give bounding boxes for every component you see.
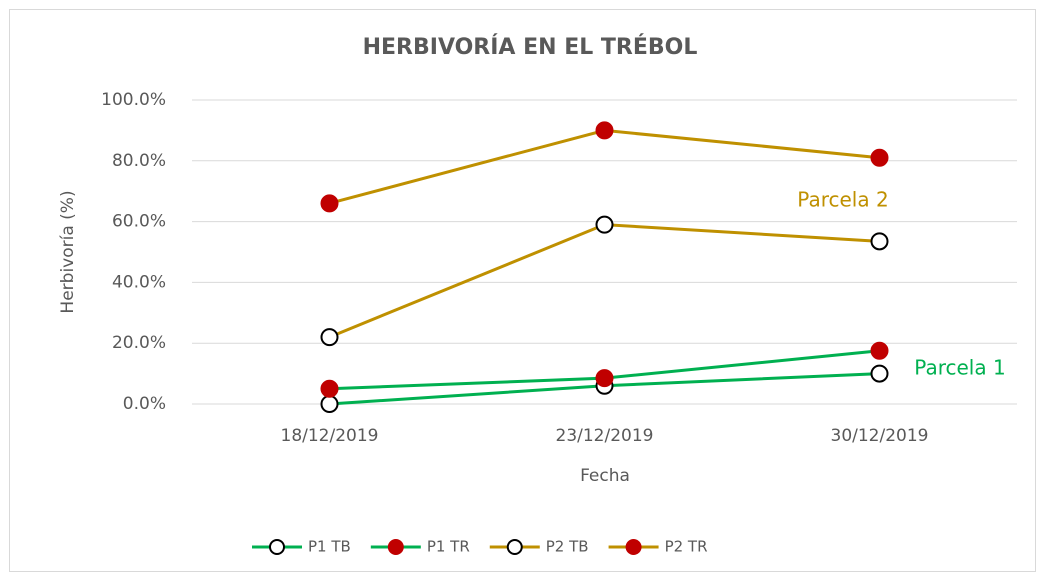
marker	[320, 395, 339, 413]
legend-label: P1 TR	[427, 538, 470, 556]
x-tick-label: 23/12/2019	[556, 426, 654, 446]
x-tick-label: 18/12/2019	[281, 426, 379, 446]
y-tick-label: 80.0%	[112, 151, 166, 171]
marker	[595, 121, 614, 140]
marker	[320, 194, 339, 213]
marker	[870, 364, 889, 383]
marker	[320, 328, 339, 347]
marker	[870, 232, 889, 251]
legend-label: P1 TB	[308, 538, 351, 556]
y-tick-label: 100.0%	[101, 90, 166, 110]
y-tick-label: 60.0%	[112, 212, 166, 232]
legend-label: P2 TB	[546, 538, 589, 556]
chart-title: HERBIVORÍA EN EL TRÉBOL	[363, 34, 698, 60]
legend-marker	[625, 539, 642, 555]
marker	[870, 341, 889, 360]
legend-label: P2 TR	[665, 538, 708, 556]
x-axis-label: Fecha	[580, 466, 630, 486]
chart-border	[9, 9, 1036, 572]
y-tick-label: 20.0%	[112, 333, 166, 353]
legend-marker	[269, 539, 285, 555]
y-axis-label: Herbivoría (%)	[58, 190, 78, 313]
y-tick-label: 0.0%	[123, 394, 166, 414]
annotation: Parcela 2	[797, 188, 888, 212]
annotation: Parcela 1	[914, 356, 1005, 380]
marker	[870, 148, 889, 167]
marker	[320, 379, 339, 398]
legend-marker	[506, 539, 523, 555]
y-tick-label: 40.0%	[112, 272, 166, 292]
legend-marker	[387, 539, 404, 555]
marker	[595, 369, 614, 388]
x-tick-label: 30/12/2019	[831, 426, 929, 446]
marker	[595, 215, 614, 234]
